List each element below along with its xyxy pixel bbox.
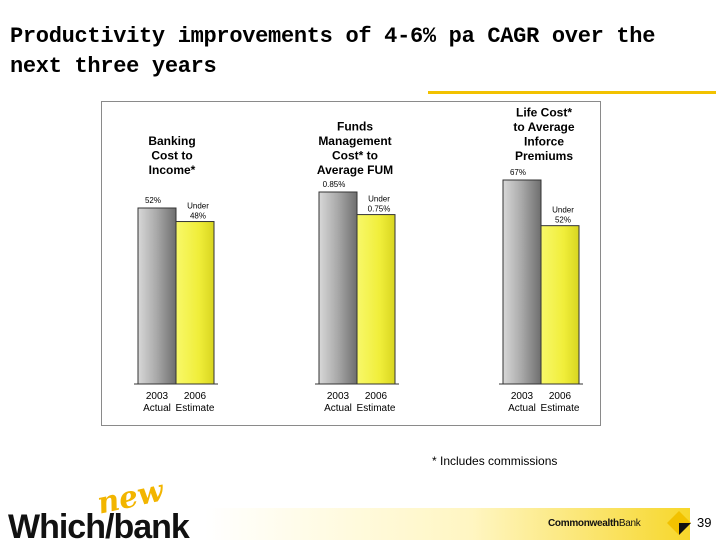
category-label: 2006 [365,391,388,402]
company-name-bold: Commonwealth [548,518,619,529]
value-label: 0.85% [323,180,346,189]
bar-2003-actual [502,179,542,385]
footer-band [205,508,690,540]
chart-title-line: Cost* to [332,149,378,163]
chart-title-line: Funds [337,120,373,134]
slide-title: Productivity improvements of 4-6% pa CAG… [10,24,656,79]
value-label: 0.75% [368,205,391,214]
value-label: 67% [510,168,526,177]
company-name-light: Bank [618,518,641,529]
value-label: 48% [190,212,206,221]
company-name: CommonwealthBank [548,518,641,529]
chart-title-line: Management [318,134,391,148]
category-label: Actual [324,403,352,414]
chart-title-line: Income* [149,163,196,177]
which-new-bank-logo: Which/bank [8,508,190,547]
value-label: 52% [145,196,161,205]
chart-title-line: Inforce [524,135,564,149]
value-label: Under [187,202,209,211]
logo-which-text: Which [8,508,106,546]
category-label: Estimate [357,403,396,414]
bar-2006-estimate [540,225,580,385]
category-label: 2006 [549,391,572,402]
category-label: 2003 [146,391,169,402]
logo-slash: / [104,508,115,546]
category-label: 2006 [184,391,207,402]
chart-title-line: Cost to [151,149,192,163]
title-underline [428,91,716,94]
bar-2006-estimate [356,214,396,385]
category-label: Actual [508,403,536,414]
chart-title-line: Life Cost* [516,106,572,120]
chart-title-line: Average FUM [317,163,393,177]
category-label: Estimate [176,403,215,414]
bar-2006-estimate [175,221,215,385]
bar-2003-actual [318,191,358,385]
category-label: Estimate [541,403,580,414]
commonwealth-diamond-icon [667,511,691,535]
value-label: Under [552,206,574,215]
category-label: Actual [143,403,171,414]
category-label: 2003 [511,391,534,402]
page-number: 39 [697,515,712,530]
bar-2003-actual [137,207,177,385]
chart-title-line: Banking [148,134,195,148]
value-label: Under [368,195,390,204]
category-label: 2003 [327,391,350,402]
chart-title-line: to Average [513,120,574,134]
footnote: * Includes commissions [432,454,558,468]
chart-title-line: Premiums [515,149,573,163]
value-label: 52% [555,216,571,225]
